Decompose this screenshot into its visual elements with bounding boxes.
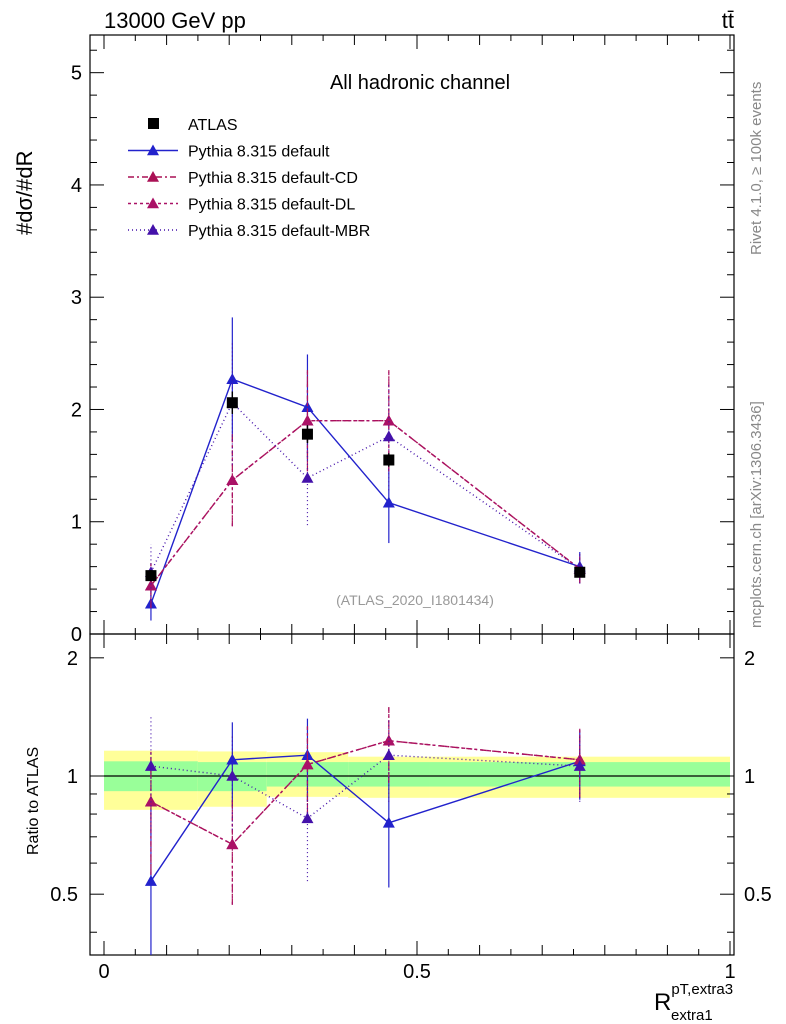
ratio-point-dl	[573, 753, 586, 765]
atlas-point	[301, 428, 313, 440]
ratio-tick-label-left: 2	[67, 648, 78, 670]
ratio-frame	[89, 633, 735, 956]
x-axis-label: RpT,extra3	[654, 981, 733, 1016]
point-dl	[144, 579, 157, 591]
ratio-point-mbr	[226, 770, 239, 781]
legend-marker-default	[147, 144, 159, 156]
legend-marker-mbr	[147, 224, 159, 235]
chart-title: All hadronic channel	[330, 72, 510, 94]
main-frame	[89, 34, 735, 635]
ratio-point-dl	[226, 838, 239, 850]
ratio-point-dl	[144, 795, 157, 807]
series-layer	[144, 317, 586, 955]
point-mbr	[301, 471, 314, 483]
legend-item-mbr: Pythia 8.315 default-MBR	[128, 223, 370, 240]
ratio-point-default	[226, 753, 239, 765]
header-right: tt̄	[722, 8, 734, 33]
legend-label-mbr: Pythia 8.315 default-MBR	[188, 223, 370, 240]
ratio-tick-label-left: 1	[67, 766, 78, 788]
x-axis-label-sub: extra1	[671, 1007, 713, 1024]
point-dl	[301, 414, 314, 426]
legend-marker-atlas	[148, 118, 159, 129]
plot-frames	[89, 34, 735, 956]
legend-marker-cd	[147, 171, 159, 182]
ratio-point-mbr	[301, 812, 314, 824]
ratio-point-mbr	[144, 760, 157, 771]
y-tick-label: 3	[71, 287, 82, 309]
chart-watermark: (ATLAS_2020_I1801434)	[336, 592, 494, 608]
series-line-dl	[150, 419, 581, 587]
point-default	[382, 496, 395, 508]
y-tick-label: 0	[71, 624, 82, 646]
x-tick-label: 0	[98, 961, 109, 983]
legend-label-atlas: ATLAS	[188, 117, 238, 134]
legend-item-cd: Pythia 8.315 default-CD	[128, 170, 358, 187]
series-default	[144, 317, 586, 955]
legend-label-cd: Pythia 8.315 default-CD	[188, 170, 358, 187]
y-tick-label: 5	[71, 63, 82, 85]
legend: ATLAS Pythia 8.315 default Pythia 8.315 de…	[128, 117, 370, 240]
x-axis-label-sup: pT,extra3	[671, 981, 733, 998]
atlas-point	[383, 454, 395, 466]
atlas-point	[226, 397, 238, 409]
ratio-tick-label-right: 1	[744, 766, 755, 788]
y-tick-label: 2	[71, 399, 82, 421]
ratio-point-dl	[301, 758, 314, 770]
ratio-point-mbr	[382, 749, 395, 760]
legend-label-default: Pythia 8.315 default	[188, 144, 330, 161]
ratio-tick-label-right: 0.5	[744, 884, 772, 906]
y-tick-label: 4	[71, 175, 82, 197]
mcplots-label: mcplots.cern.ch [arXiv:1306.3436]	[748, 401, 765, 628]
series-cd	[144, 370, 586, 905]
ratio-point-default	[382, 816, 395, 828]
point-dl	[382, 414, 395, 426]
legend-item-atlas: ATLAS	[148, 117, 238, 134]
legend-marker-dl	[147, 197, 159, 209]
series-atlas	[145, 391, 586, 582]
legend-label-dl: Pythia 8.315 default-DL	[188, 197, 355, 214]
atlas-point	[574, 566, 586, 578]
ratio-y-axis-label: Ratio to ATLAS	[25, 747, 42, 855]
x-tick-label: 1	[724, 961, 735, 983]
atlas-point	[145, 570, 157, 582]
uncertainty-bands	[104, 750, 730, 810]
rivet-label: Rivet 4.1.0, ≥ 100k events	[748, 82, 765, 255]
ratio-point-default	[144, 875, 157, 886]
series-line-default	[150, 378, 580, 604]
ratio-tick-label-left: 0.5	[50, 884, 78, 906]
axis-ticks: 0 0.5 1 0 1 2 3 4 5 0.5 0.5 1 1 2 2	[50, 35, 772, 983]
ratio-point-dl	[382, 734, 395, 746]
series-dl	[144, 370, 586, 905]
point-dl	[226, 474, 239, 485]
x-axis-label-main: R	[654, 989, 671, 1016]
ratio-point-mbr	[573, 760, 586, 771]
legend-item-default: Pythia 8.315 default	[128, 144, 330, 161]
y-axis-label: #dσ/#dR	[12, 150, 37, 235]
point-default	[301, 401, 314, 413]
point-default	[226, 373, 239, 384]
y-tick-label: 1	[71, 512, 82, 534]
ratio-line-dl	[150, 740, 580, 846]
x-tick-label: 0.5	[403, 961, 431, 983]
legend-item-dl: Pythia 8.315 default-DL	[128, 197, 355, 214]
header-left: 13000 GeV pp	[104, 8, 246, 33]
point-mbr	[382, 430, 395, 442]
ratio-tick-label-right: 2	[744, 648, 755, 670]
